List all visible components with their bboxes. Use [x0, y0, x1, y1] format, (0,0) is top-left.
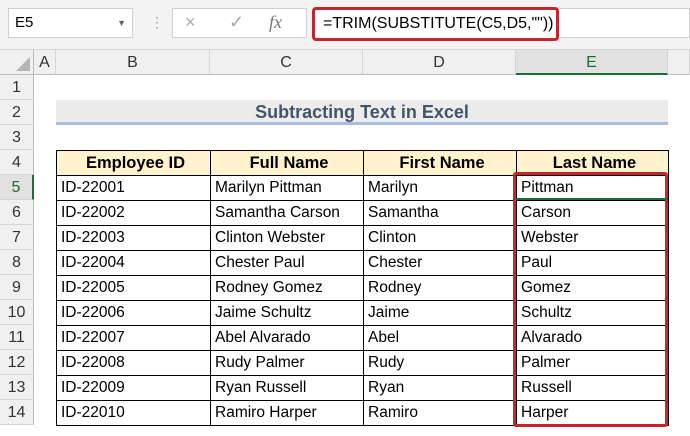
table-row: ID-22010 Ramiro Harper Ramiro Harper — [56, 400, 669, 426]
last-name-cell[interactable]: Palmer — [516, 350, 669, 376]
full-name-cell[interactable]: Chester Paul — [210, 250, 364, 276]
table-row: ID-22005 Rodney Gomez Rodney Gomez — [56, 275, 669, 301]
row-header-8[interactable]: 8 — [0, 250, 34, 275]
employee-id-cell[interactable]: ID-22002 — [56, 200, 211, 226]
employee-id-cell[interactable]: ID-22004 — [56, 250, 211, 276]
row-header-6[interactable]: 6 — [0, 200, 34, 225]
row-header-10[interactable]: 10 — [0, 300, 34, 325]
formula-toolbar: E5 ▼ ⋮ × ✓ fx =TRIM(SUBSTITUTE(C5,D5,"")) — [0, 0, 690, 50]
name-box-value: E5 — [15, 14, 34, 31]
active-cell-indicator — [516, 198, 668, 200]
row-header-9[interactable]: 9 — [0, 275, 34, 300]
table-row: ID-22007 Abel Alvarado Abel Alvarado — [56, 325, 669, 351]
table-row: ID-22004 Chester Paul Chester Paul — [56, 250, 669, 276]
full-name-cell[interactable]: Rudy Palmer — [210, 350, 364, 376]
column-header-c[interactable]: C — [210, 50, 363, 75]
formula-buttons: × ✓ fx — [172, 8, 307, 38]
header-full-name[interactable]: Full Name — [210, 150, 364, 176]
first-name-cell[interactable]: Abel — [363, 325, 517, 351]
header-employee-id[interactable]: Employee ID — [56, 150, 211, 176]
select-all-button[interactable] — [0, 50, 34, 75]
table-row: ID-22002 Samantha Carson Samantha Carson — [56, 200, 669, 226]
column-header-a[interactable]: A — [34, 50, 56, 75]
row-header-13[interactable]: 13 — [0, 375, 34, 400]
employee-id-cell[interactable]: ID-22007 — [56, 325, 211, 351]
first-name-cell[interactable]: Chester — [363, 250, 517, 276]
first-name-cell[interactable]: Ramiro — [363, 400, 517, 426]
table-row: ID-22001 Marilyn Pittman Marilyn Pittman — [56, 175, 669, 201]
last-name-cell[interactable]: Schultz — [516, 300, 669, 326]
row-header-2[interactable]: 2 — [0, 100, 34, 125]
header-first-name[interactable]: First Name — [363, 150, 517, 176]
formula-input-extension[interactable] — [559, 8, 690, 38]
table-row: ID-22003 Clinton Webster Clinton Webster — [56, 225, 669, 251]
full-name-cell[interactable]: Ryan Russell — [210, 375, 364, 401]
full-name-cell[interactable]: Ramiro Harper — [210, 400, 364, 426]
row-header-3[interactable]: 3 — [0, 125, 34, 150]
employee-id-cell[interactable]: ID-22001 — [56, 175, 211, 201]
full-name-cell[interactable]: Marilyn Pittman — [210, 175, 364, 201]
row-header-14[interactable]: 14 — [0, 400, 34, 425]
employee-id-cell[interactable]: ID-22010 — [56, 400, 211, 426]
full-name-cell[interactable]: Abel Alvarado — [210, 325, 364, 351]
column-header-e[interactable]: E — [516, 50, 668, 75]
last-name-cell[interactable]: Pittman — [516, 175, 669, 201]
employee-id-cell[interactable]: ID-22003 — [56, 225, 211, 251]
employee-table: Employee ID Full Name First Name Last Na… — [56, 150, 669, 426]
column-header-f[interactable] — [668, 50, 690, 75]
first-name-cell[interactable]: Ryan — [363, 375, 517, 401]
row-header-1[interactable]: 1 — [0, 75, 34, 100]
drag-handle-icon[interactable]: ⋮ — [150, 14, 164, 30]
column-header-d[interactable]: D — [363, 50, 516, 75]
full-name-cell[interactable]: Clinton Webster — [210, 225, 364, 251]
employee-id-cell[interactable]: ID-22006 — [56, 300, 211, 326]
fx-icon[interactable]: fx — [269, 12, 282, 32]
employee-id-cell[interactable]: ID-22005 — [56, 275, 211, 301]
header-last-name[interactable]: Last Name — [516, 150, 669, 176]
table-row: ID-22006 Jaime Schultz Jaime Schultz — [56, 300, 669, 326]
formula-input[interactable]: =TRIM(SUBSTITUTE(C5,D5,"")) — [312, 7, 559, 41]
row-header-12[interactable]: 12 — [0, 350, 34, 375]
chevron-down-icon[interactable]: ▼ — [117, 18, 126, 28]
row-header-4[interactable]: 4 — [0, 150, 34, 175]
full-name-cell[interactable]: Rodney Gomez — [210, 275, 364, 301]
first-name-cell[interactable]: Samantha — [363, 200, 517, 226]
row-header-5[interactable]: 5 — [0, 175, 34, 200]
row-header-7[interactable]: 7 — [0, 225, 34, 250]
sheet-title: Subtracting Text in Excel — [56, 100, 668, 125]
row-header-11[interactable]: 11 — [0, 325, 34, 350]
employee-id-cell[interactable]: ID-22008 — [56, 350, 211, 376]
cancel-icon[interactable]: × — [185, 12, 196, 32]
first-name-cell[interactable]: Clinton — [363, 225, 517, 251]
column-header-b[interactable]: B — [56, 50, 210, 75]
enter-icon[interactable]: ✓ — [229, 12, 245, 32]
last-name-cell[interactable]: Gomez — [516, 275, 669, 301]
name-box[interactable]: E5 ▼ — [8, 8, 133, 38]
full-name-cell[interactable]: Samantha Carson — [210, 200, 364, 226]
employee-id-cell[interactable]: ID-22009 — [56, 375, 211, 401]
full-name-cell[interactable]: Jaime Schultz — [210, 300, 364, 326]
result-highlight-box — [513, 172, 668, 427]
first-name-cell[interactable]: Rodney — [363, 275, 517, 301]
first-name-cell[interactable]: Marilyn — [363, 175, 517, 201]
first-name-cell[interactable]: Jaime — [363, 300, 517, 326]
last-name-cell[interactable]: Carson — [516, 200, 669, 226]
first-name-cell[interactable]: Rudy — [363, 350, 517, 376]
